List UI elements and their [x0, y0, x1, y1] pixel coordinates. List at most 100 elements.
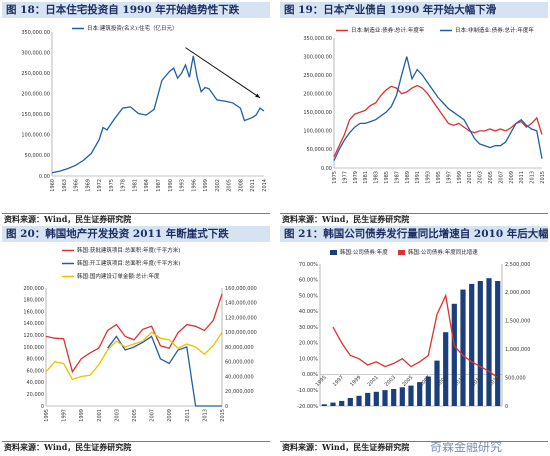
- bond-volume-bar: [347, 398, 353, 406]
- y2-tick-label: 60,000,000: [225, 360, 254, 366]
- x-tick-label: 2011: [250, 179, 256, 192]
- growth-rate-line: [332, 293, 499, 379]
- x-tick-label: 2008: [238, 179, 244, 192]
- bond-line: [333, 56, 543, 161]
- x-tick-label: 1985: [384, 171, 390, 184]
- trend-arrow-head: [255, 93, 261, 98]
- x-tick-label: 1991: [415, 171, 421, 184]
- chart-19: 0.00 50,000.00 100,000.00 150,000.00 200,000…: [303, 26, 546, 184]
- x-tick-label: 2013: [202, 409, 208, 422]
- x-tick-label: 2002: [215, 179, 221, 192]
- x-tick-label: 1999: [457, 171, 463, 184]
- panel-18: 图 18：日本住宅投资自 1990 年开始趋势性下跌 0.00 50,000.00…: [2, 2, 270, 224]
- panel-21: 图 21：韩国公司债券发行量同比增速自 2010 年后大幅下滑 -20.00% -…: [280, 226, 548, 454]
- x-tick-label: 1995: [436, 171, 442, 184]
- y-tick-label: 200,000.00: [303, 92, 332, 98]
- x-tick-label: 1993: [426, 171, 432, 184]
- x-tick-label: 1997: [446, 171, 452, 184]
- x-tick-label: 1975: [109, 179, 115, 192]
- source-note: 资料来源：Wind，民生证券研究院: [282, 442, 410, 452]
- y-tick-label: 300,000.00: [21, 50, 50, 56]
- x-tick-label: 2015: [220, 409, 226, 422]
- x-tick-label: 1987: [156, 179, 162, 192]
- bond-volume-bar: [443, 332, 449, 406]
- legend-label: 韩国:国内建设订单金额:总计:年度: [77, 272, 160, 280]
- chart-20: 0 20,000 40,000 60,000 80,000 100,000 120,000 1…: [23, 246, 257, 422]
- panel-20: 图 20：韩国地产开发投资 2011 年断崖式下跌 0 20,000 40,000 6…: [2, 226, 270, 454]
- y2-tick-label: 20,000,000: [225, 389, 254, 395]
- panel-19: 图 19：日本产业债自 1990 年开始大幅下滑 0.00 50,000.00 10…: [280, 2, 548, 224]
- source-note: 资料来源：Wind，民生证券研究院: [4, 214, 132, 224]
- y-tick-label: 150,000.00: [303, 110, 332, 116]
- y-tick-label: 80,000: [27, 357, 45, 363]
- bond-volume-bar: [495, 281, 501, 406]
- watermark: 奇霖金融研究: [430, 440, 503, 454]
- x-tick-label: 2009: [167, 409, 173, 422]
- bond-volume-bar: [408, 385, 414, 406]
- legend-label: 韩国:公司债券:年度: [340, 248, 388, 256]
- y-tick-label: 180,000: [23, 298, 44, 304]
- bond-volume-bar: [399, 387, 405, 406]
- bond-volume-bar: [425, 376, 431, 406]
- y-tick-label: 40.00%: [299, 309, 318, 315]
- x-tick-label: 2001: [97, 409, 103, 422]
- x-tick-label: 1969: [85, 179, 91, 192]
- x-tick-label: 2007: [498, 171, 504, 184]
- x-tick-label: 1997: [332, 375, 345, 388]
- y-tick-label: 100,000.00: [303, 129, 332, 135]
- y-tick-label: 350,000.00: [303, 36, 332, 42]
- bond-volume-bar: [451, 303, 457, 406]
- y-tick-label: 50,000.00: [307, 147, 332, 153]
- legend-label: 韩国:获批建筑项目:总面积:年度(千平方米): [77, 246, 180, 254]
- x-tick-label: 1966: [74, 179, 80, 192]
- x-tick-label: 1975: [332, 171, 338, 184]
- y-tick-label: -20.00%: [297, 404, 318, 410]
- bond-volume-bar: [417, 382, 423, 406]
- x-tick-label: 1979: [353, 171, 359, 184]
- x-tick-label: 2001: [367, 375, 380, 388]
- y-tick-label: 50.00%: [299, 293, 318, 299]
- x-tick-label: 2014: [262, 179, 268, 192]
- y-tick-label: 70.00%: [299, 262, 318, 268]
- chart-18: 0.00 50,000.00 100,000.00 150,000.00 200,000…: [21, 24, 268, 192]
- x-tick-label: 1999: [203, 179, 209, 192]
- x-tick-label: 2005: [488, 171, 494, 184]
- y2-tick-label: 120,000,000: [225, 315, 257, 321]
- y2-tick-label: 500,000: [505, 375, 526, 381]
- y-tick-label: 160,000: [23, 309, 44, 315]
- y-tick-label: 300,000.00: [303, 54, 332, 60]
- y-tick-label: 250,000.00: [303, 73, 332, 79]
- x-tick-label: 1990: [168, 179, 174, 192]
- y2-tick-label: 140,000,000: [225, 301, 257, 307]
- legend-label: 韩国:公司债券:年度同比增速: [408, 248, 478, 256]
- legend-swatch: [330, 250, 337, 255]
- y-tick-label: 0: [41, 404, 44, 410]
- x-tick-label: 2001: [467, 171, 473, 184]
- trend-arrow: [185, 47, 261, 99]
- x-tick-label: 1978: [121, 179, 127, 192]
- y2-tick-label: 0: [225, 404, 228, 410]
- bond-volume-bar: [330, 402, 336, 406]
- panel-title: 图 18：日本住宅投资自 1990 年开始趋势性下跌: [2, 2, 270, 18]
- y-tick-label: 350,000.00: [21, 30, 50, 36]
- y2-tick-label: 40,000,000: [225, 374, 254, 380]
- bond-line: [333, 84, 543, 158]
- x-tick-label: 1993: [180, 179, 186, 192]
- x-tick-label: 2009: [509, 171, 515, 184]
- y2-tick-label: 1,000,000: [505, 347, 530, 353]
- x-tick-label: 2015: [540, 171, 546, 184]
- x-tick-label: 2005: [227, 179, 233, 192]
- x-tick-label: 2003: [384, 375, 397, 388]
- y-tick-label: 30.00%: [299, 325, 318, 331]
- bond-volume-bar: [321, 404, 327, 406]
- construction-line: [107, 335, 222, 407]
- x-tick-label: 2013: [530, 171, 536, 184]
- y-tick-label: 0.00%: [302, 372, 318, 378]
- x-tick-label: 1960: [50, 179, 56, 192]
- bond-volume-bar: [356, 395, 362, 406]
- x-tick-label: 1997: [62, 409, 68, 422]
- bond-volume-bar: [382, 390, 388, 406]
- chart-21: -20.00% -10.00% 0.00% 10.00% 20.00% 30.00% 40.…: [297, 248, 530, 410]
- x-tick-label: 1999: [349, 375, 362, 388]
- source-note: 资料来源：Wind，民生证券研究院: [4, 442, 132, 452]
